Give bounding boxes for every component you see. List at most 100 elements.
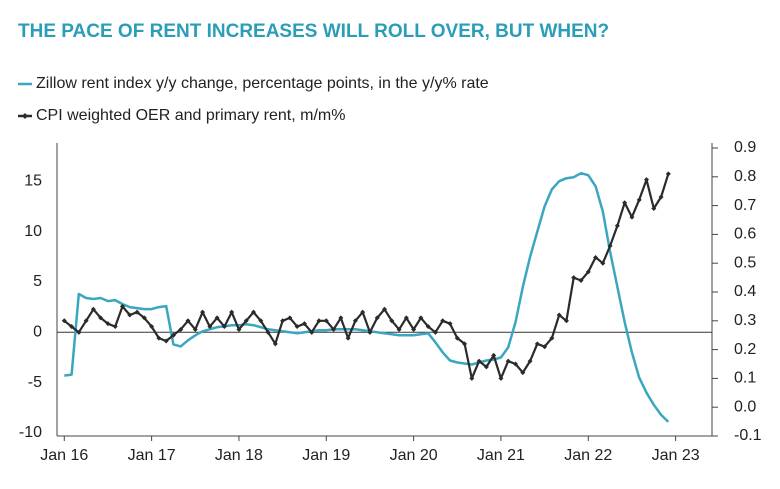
point-marker <box>498 375 504 381</box>
x-tick-label: Jan 20 <box>390 447 438 464</box>
point-marker <box>200 309 206 315</box>
point-marker <box>447 321 453 327</box>
point-marker <box>556 312 562 318</box>
point-marker <box>170 332 176 338</box>
point-marker <box>331 326 337 332</box>
point-marker <box>593 254 599 260</box>
point-marker <box>236 326 242 332</box>
point-marker <box>229 309 235 315</box>
point-marker <box>258 318 264 324</box>
point-marker <box>542 344 548 350</box>
point-marker <box>585 269 591 275</box>
point-marker <box>156 335 162 341</box>
x-tick-label: Jan 21 <box>477 447 525 464</box>
legend-label: Zillow rent index y/y change, percentage… <box>36 75 489 92</box>
y-tick-label: 5 <box>33 273 42 290</box>
point-marker <box>462 341 468 347</box>
point-marker <box>440 318 446 324</box>
point-marker <box>651 205 657 211</box>
point-marker <box>185 318 191 324</box>
point-marker <box>636 197 642 203</box>
point-marker <box>61 318 67 324</box>
point-marker <box>665 171 671 177</box>
point-marker <box>411 326 417 332</box>
point-marker <box>192 326 198 332</box>
point-marker <box>265 329 271 335</box>
point-marker <box>83 318 89 324</box>
y-tick-label: 10 <box>24 223 42 240</box>
point-marker <box>280 318 286 324</box>
y2-tick-label: 0.9 <box>734 139 756 156</box>
point-marker <box>374 315 380 321</box>
point-marker <box>98 315 104 321</box>
point-marker <box>272 341 278 347</box>
x-tick-label: Jan 16 <box>40 447 88 464</box>
point-marker <box>287 315 293 321</box>
point-marker <box>505 358 511 364</box>
point-marker <box>629 214 635 220</box>
point-marker <box>163 338 169 344</box>
y-tick-label: 0 <box>33 323 42 340</box>
point-marker <box>389 318 395 324</box>
point-marker <box>221 324 227 330</box>
point-marker <box>520 370 526 376</box>
point-marker <box>513 361 518 367</box>
y-tick-label: 15 <box>24 172 42 189</box>
point-marker <box>534 341 540 347</box>
point-marker <box>454 335 460 341</box>
y2-tick-label: 0.7 <box>734 197 756 214</box>
point-marker <box>105 321 111 327</box>
point-marker <box>600 260 606 266</box>
point-marker <box>323 318 329 324</box>
point-marker <box>607 243 613 249</box>
point-marker <box>352 318 358 324</box>
point-marker <box>469 375 475 381</box>
point-marker <box>578 277 584 283</box>
legend-marker <box>22 113 28 119</box>
series-line <box>64 171 670 423</box>
y2-tick-label: 0.2 <box>734 341 756 358</box>
point-marker <box>622 200 628 206</box>
point-marker <box>301 321 307 327</box>
y2-tick-label: -0.1 <box>734 427 762 444</box>
point-marker <box>549 335 555 341</box>
point-marker <box>207 324 213 330</box>
point-marker <box>243 318 249 324</box>
point-marker <box>90 306 96 312</box>
legend-label: CPI weighted OER and primary rent, m/m% <box>36 107 345 124</box>
point-marker <box>338 315 344 321</box>
chart-title: THE PACE OF RENT INCREASES WILL ROLL OVE… <box>18 21 609 42</box>
point-marker <box>214 315 220 321</box>
point-marker <box>491 352 497 358</box>
series-line <box>63 173 670 380</box>
point-marker <box>432 329 438 335</box>
point-marker <box>112 324 118 330</box>
y2-tick-label: 0.3 <box>734 312 756 329</box>
point-marker <box>644 177 649 183</box>
y2-tick-label: 0.8 <box>734 168 756 185</box>
y2-tick-label: 0.5 <box>734 254 756 271</box>
point-marker <box>476 358 482 364</box>
point-marker <box>251 309 256 315</box>
point-marker <box>658 194 664 200</box>
y2-tick-label: 0.4 <box>734 283 756 300</box>
point-marker <box>149 324 155 330</box>
point-marker <box>563 318 569 324</box>
y2-tick-label: 0.0 <box>734 398 756 415</box>
point-marker <box>127 312 133 318</box>
point-marker <box>178 326 184 332</box>
point-marker <box>571 275 577 281</box>
point-marker <box>76 329 82 335</box>
point-marker <box>294 324 300 330</box>
point-marker <box>141 315 147 321</box>
point-marker <box>527 358 533 364</box>
y2-tick-label: 0.6 <box>734 226 756 243</box>
x-tick-label: Jan 19 <box>302 447 350 464</box>
point-marker <box>382 306 387 312</box>
x-tick-label: Jan 23 <box>652 447 700 464</box>
x-tick-label: Jan 18 <box>215 447 263 464</box>
point-marker <box>345 335 351 341</box>
point-marker <box>134 309 140 315</box>
point-marker <box>309 329 315 335</box>
